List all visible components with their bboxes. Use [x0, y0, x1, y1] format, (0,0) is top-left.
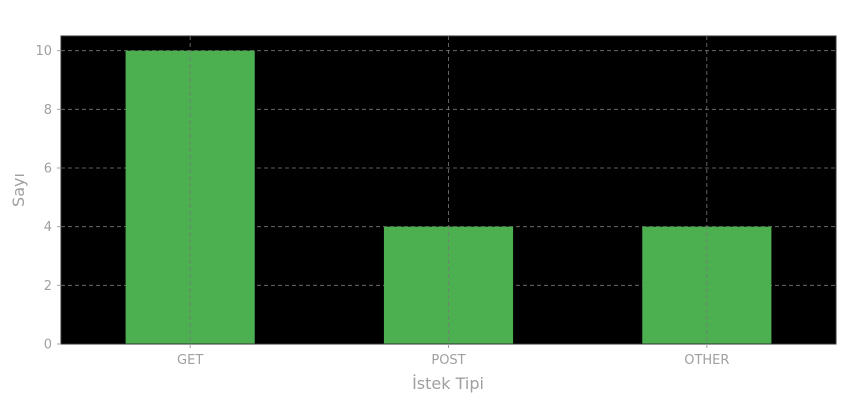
y-tick-label: 8 [44, 103, 52, 118]
x-grid-lines [189, 36, 708, 344]
y-tick-label: 0 [44, 338, 52, 353]
y-tick-label: 4 [44, 220, 52, 235]
x-tick-label: GET [177, 353, 203, 368]
y-tick-label: 2 [44, 279, 52, 294]
x-axis-label: İstek Tipi [412, 374, 484, 393]
x-tick-label: OTHER [684, 353, 729, 368]
y-tick-label: 10 [35, 44, 52, 59]
x-tick-label: POST [431, 353, 465, 368]
x-axis-ticks: GET POST OTHER [177, 344, 729, 368]
y-axis-label: Sayı [9, 173, 28, 207]
y-axis-ticks: 0 2 4 6 8 10 [35, 44, 61, 353]
y-tick-label: 6 [44, 162, 52, 177]
